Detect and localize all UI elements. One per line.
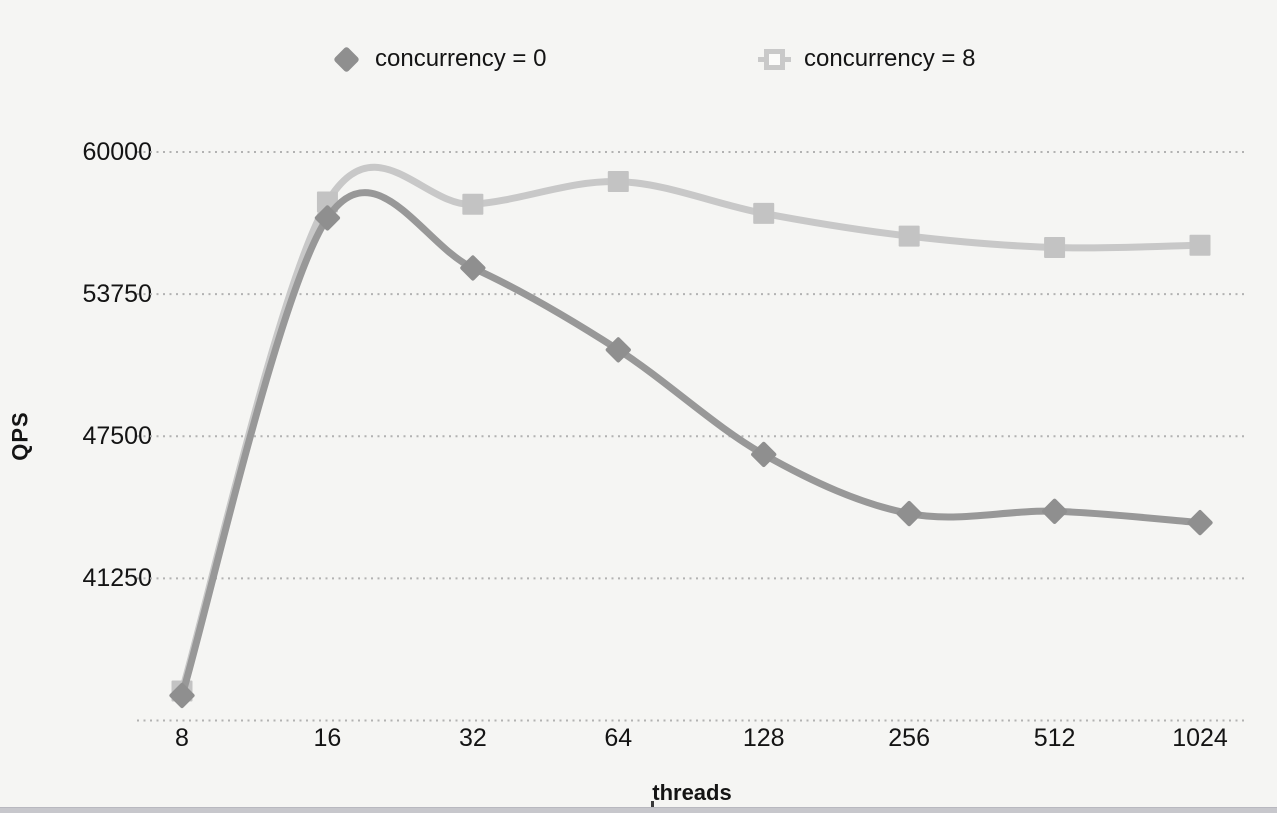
series-marker-square <box>1044 237 1066 259</box>
x-tick-label: 512 <box>1033 724 1076 752</box>
series-marker-diamond <box>460 255 486 281</box>
caret-mark <box>651 801 654 809</box>
series-marker-diamond <box>605 337 631 363</box>
series-marker-square <box>462 193 484 215</box>
series-marker-diamond <box>896 500 922 527</box>
x-tick-label: 1024 <box>1172 724 1228 752</box>
series-marker-diamond <box>751 441 777 468</box>
diamond-marker-icon <box>333 45 360 73</box>
x-axis-title: threads <box>652 780 732 805</box>
y-tick-label: 60000 <box>82 138 152 166</box>
series-marker-square <box>607 171 629 193</box>
bottom-window-edge <box>0 807 1277 813</box>
square-marker-icon <box>758 48 791 70</box>
y-tick-label: 53750 <box>82 280 152 309</box>
legend-label: concurrency = 0 <box>375 45 547 72</box>
legend-item-concurrency-0[interactable]: concurrency = 0 <box>333 44 546 74</box>
series-marker-square <box>1189 234 1211 256</box>
x-tick-label: 32 <box>458 724 487 752</box>
plot-area <box>137 151 1247 722</box>
y-tick-label: 47500 <box>82 422 152 451</box>
x-tick-label: 8 <box>175 724 189 752</box>
series-line-concurrency-0 <box>178 189 1204 699</box>
series-marker-square <box>753 202 775 224</box>
x-tick-label: 256 <box>888 724 930 752</box>
x-tick-label: 128 <box>742 724 785 752</box>
x-tick-label: 16 <box>313 724 342 752</box>
series-marker-diamond <box>1041 498 1068 524</box>
y-tick-label: 41250 <box>82 564 152 593</box>
legend-item-concurrency-8[interactable]: concurrency = 8 <box>758 44 976 74</box>
y-axis-title: QPS <box>7 411 33 461</box>
series-marker-diamond <box>169 682 195 709</box>
x-tick-label: 64 <box>604 724 633 752</box>
series-marker-diamond <box>314 205 341 231</box>
series-marker-diamond <box>1187 510 1213 536</box>
series-marker-square <box>898 225 920 247</box>
legend-label: concurrency = 8 <box>804 45 976 72</box>
